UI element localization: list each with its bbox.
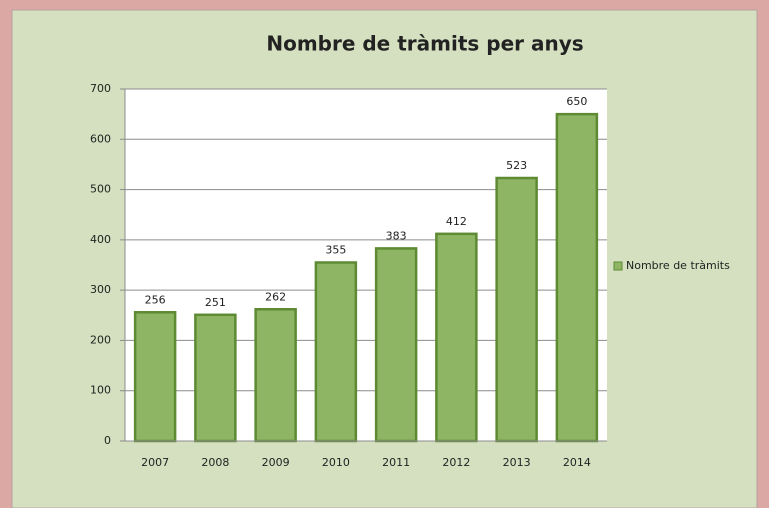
data-label: 412 (446, 215, 467, 228)
x-tick-label: 2009 (262, 456, 290, 469)
data-label: 523 (506, 159, 527, 172)
y-tick-label: 100 (90, 384, 111, 397)
bar (194, 313, 237, 443)
data-label: 262 (265, 290, 286, 303)
x-tick-label: 2008 (201, 456, 229, 469)
y-tick-label: 600 (90, 132, 111, 145)
data-label: 650 (566, 95, 587, 108)
chart-title: Nombre de tràmits per anys (266, 32, 583, 56)
bar (374, 247, 418, 443)
y-tick-label: 0 (104, 434, 111, 447)
bar (555, 112, 599, 443)
x-tick-label: 2013 (503, 456, 531, 469)
y-tick-label: 500 (90, 183, 111, 196)
x-tick-label: 2014 (563, 456, 591, 469)
bar (314, 261, 358, 443)
y-tick-label: 300 (90, 283, 111, 296)
bar (435, 232, 478, 443)
bar (495, 176, 538, 443)
x-tick-label: 2010 (322, 456, 350, 469)
x-tick-label: 2012 (442, 456, 470, 469)
data-label: 355 (325, 243, 346, 256)
legend-swatch (613, 261, 623, 271)
data-label: 383 (386, 229, 407, 242)
y-tick-label: 700 (90, 82, 111, 95)
bar (254, 308, 297, 443)
x-tick-label: 2007 (141, 456, 169, 469)
y-tick-label: 400 (90, 233, 111, 246)
data-label: 256 (145, 293, 166, 306)
data-label: 251 (205, 296, 226, 309)
bar (133, 311, 177, 443)
x-tick-label: 2011 (382, 456, 410, 469)
y-tick-label: 200 (90, 333, 111, 346)
legend-label: Nombre de tràmits (626, 259, 730, 272)
